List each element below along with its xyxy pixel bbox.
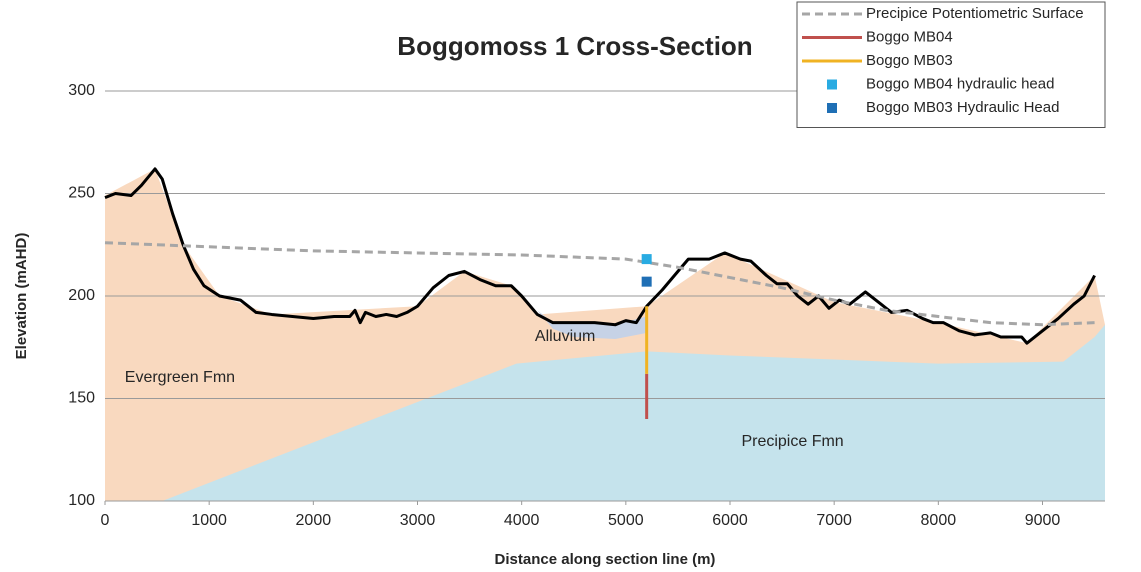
y-axis-title: Elevation (mAHD) <box>13 233 30 360</box>
chart-title: Boggomoss 1 Cross-Section <box>397 31 752 61</box>
x-tick-label: 8000 <box>921 512 957 529</box>
x-tick-label: 1000 <box>191 512 227 529</box>
legend-label: Boggo MB04 hydraulic head <box>866 75 1054 92</box>
y-tick-label: 300 <box>68 82 95 99</box>
region-label: Alluvium <box>535 328 595 345</box>
y-tick-label: 200 <box>68 287 95 304</box>
x-tick-label: 4000 <box>504 512 540 529</box>
hydraulic-head <box>642 254 652 264</box>
y-tick-label: 100 <box>68 492 95 509</box>
x-tick-label: 5000 <box>608 512 644 529</box>
x-tick-label: 2000 <box>296 512 332 529</box>
x-tick-label: 9000 <box>1025 512 1061 529</box>
legend-label: Precipice Potentiometric Surface <box>866 5 1084 22</box>
region-label: Precipice Fmn <box>741 433 843 450</box>
y-tick-label: 150 <box>68 390 95 407</box>
legend-label: Boggo MB03 Hydraulic Head <box>866 99 1059 116</box>
legend-label: Boggo MB03 <box>866 52 953 69</box>
x-axis-title: Distance along section line (m) <box>495 551 716 568</box>
legend-symbol <box>827 103 837 113</box>
x-tick-label: 3000 <box>400 512 436 529</box>
chart: 1001502002503000100020003000400050006000… <box>0 0 1141 572</box>
x-tick-label: 6000 <box>712 512 748 529</box>
legend: Precipice Potentiometric Surface Boggo MB… <box>797 2 1105 128</box>
legend-symbol <box>827 80 837 90</box>
legend-label: Boggo MB04 <box>866 28 953 45</box>
x-tick-label: 7000 <box>816 512 852 529</box>
x-tick-label: 0 <box>101 512 110 529</box>
region-label: Evergreen Fmn <box>125 369 235 386</box>
y-tick-label: 250 <box>68 185 95 202</box>
hydraulic-head <box>642 277 652 287</box>
